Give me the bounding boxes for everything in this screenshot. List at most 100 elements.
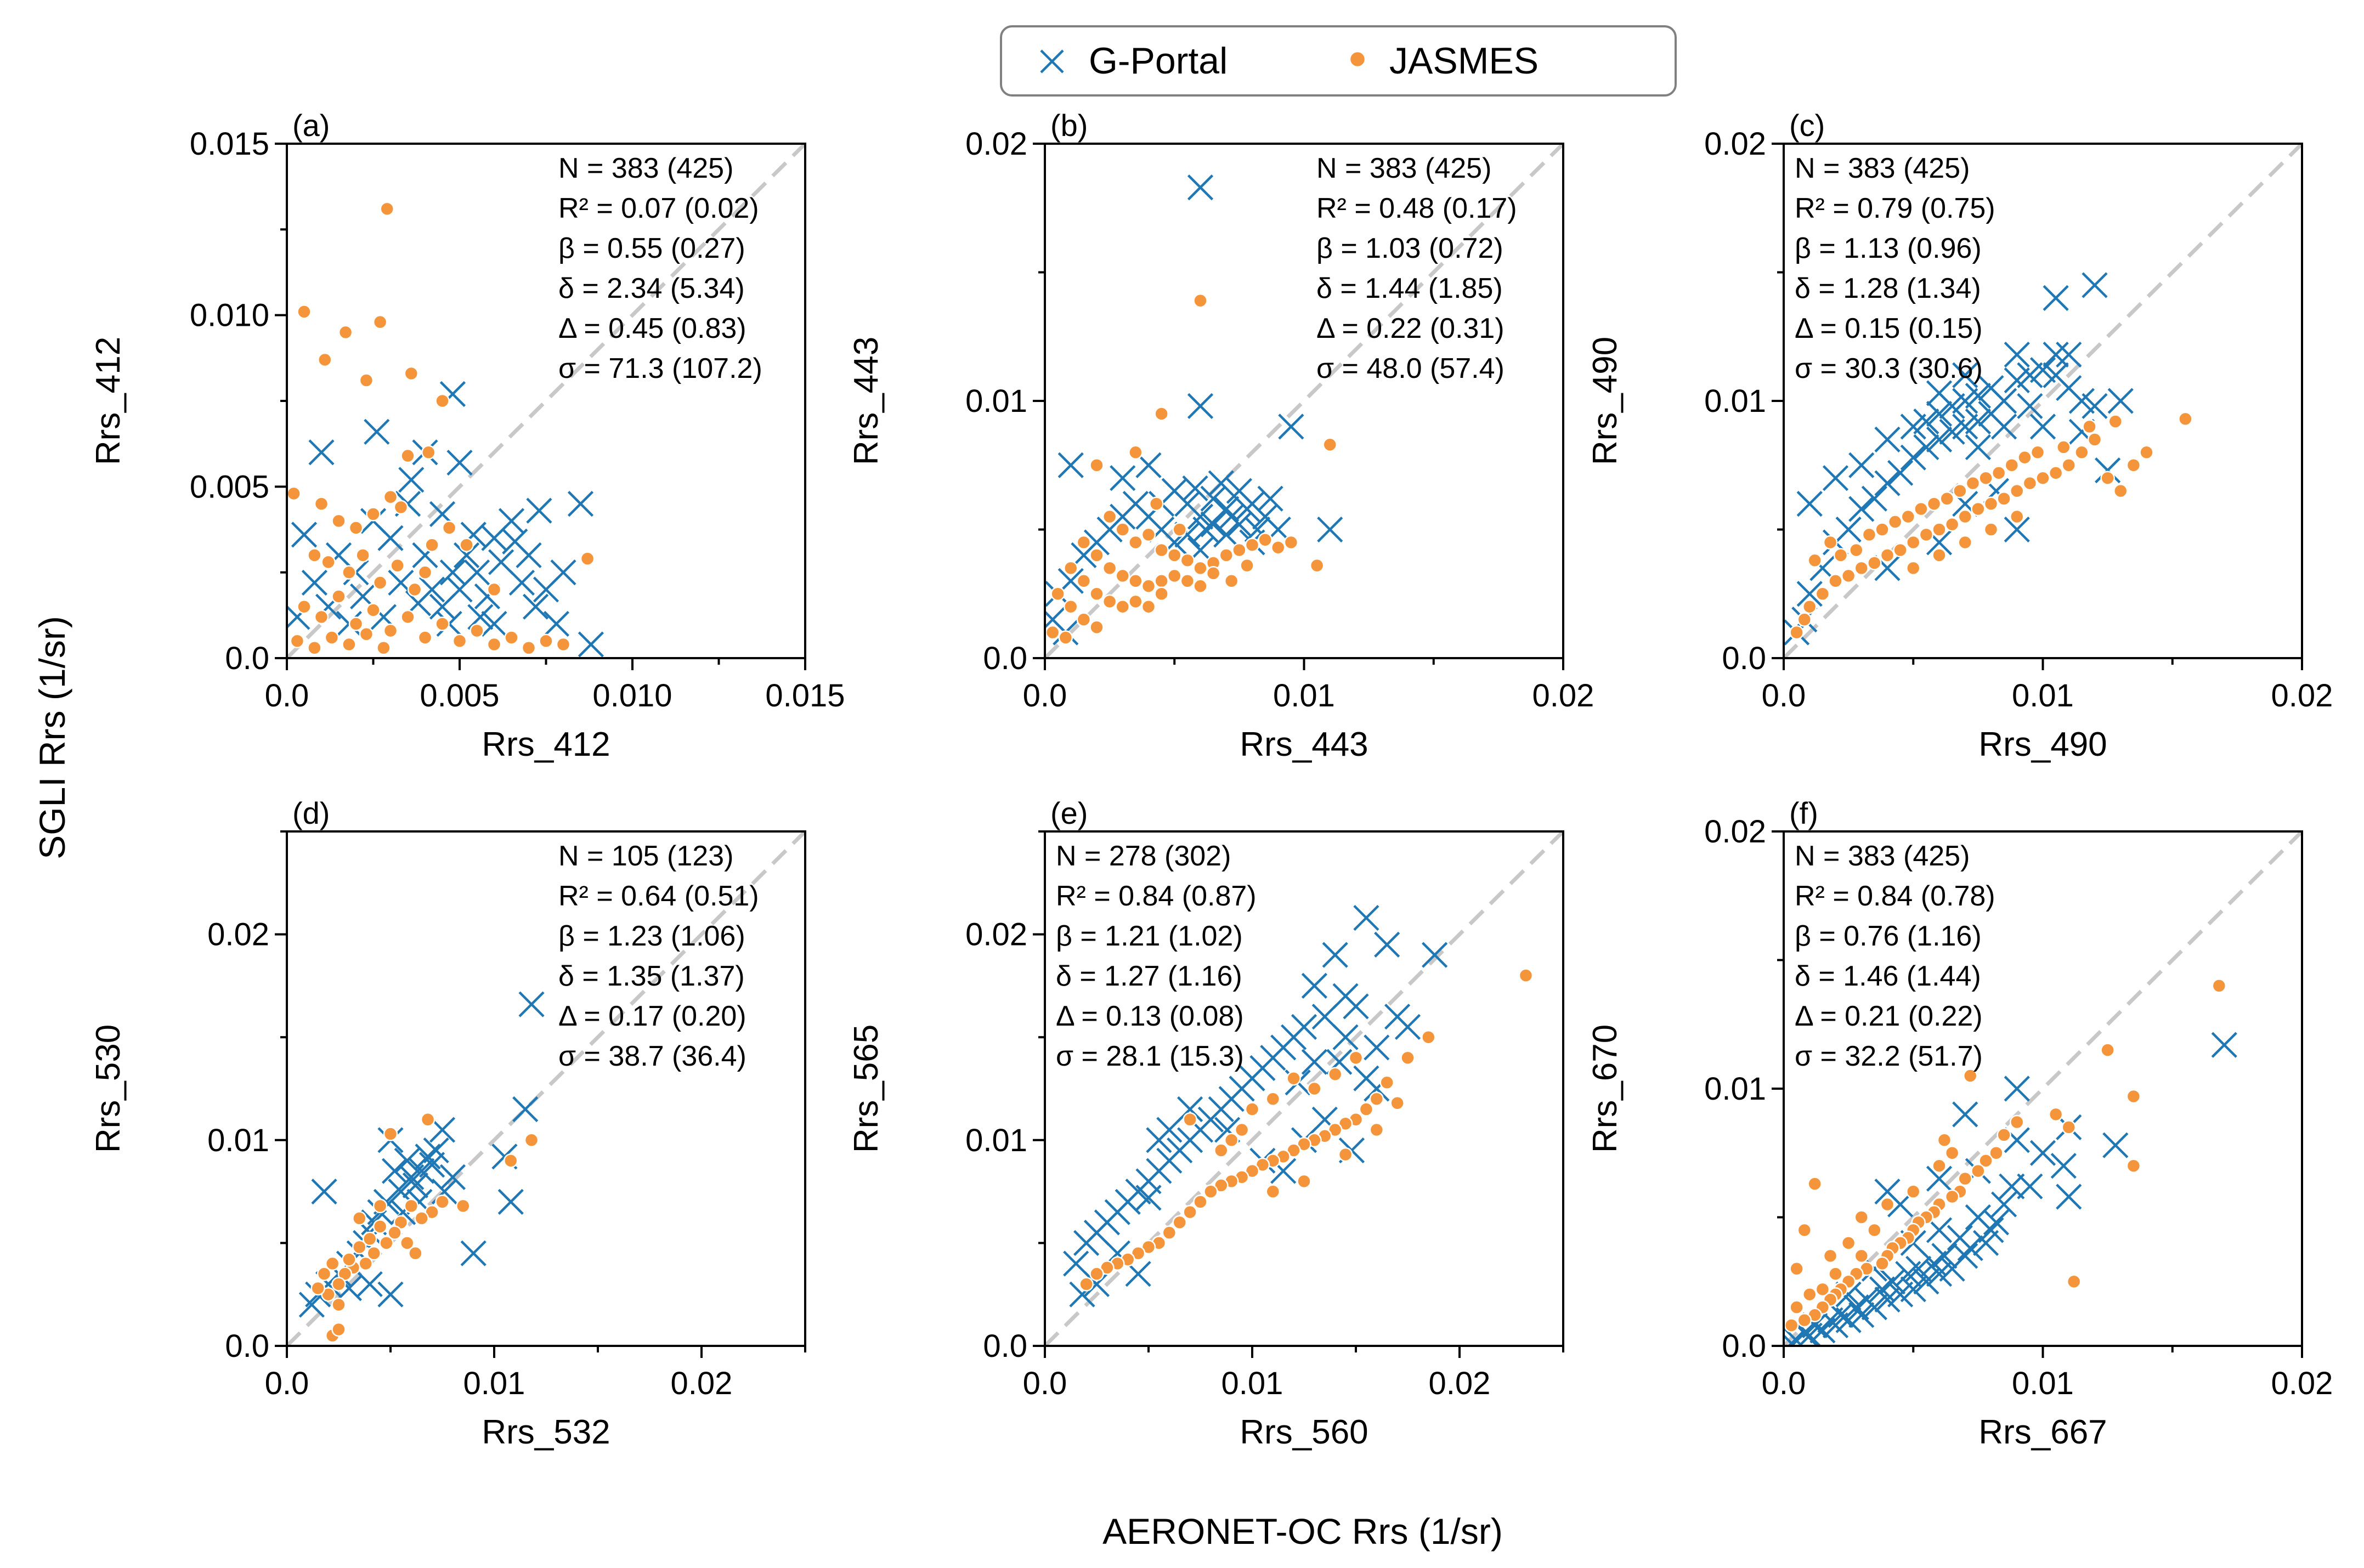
g-portal-point-stroke xyxy=(1895,1261,1921,1287)
jasmes-point xyxy=(2082,419,2097,434)
g-portal-point-stroke xyxy=(1252,503,1279,530)
jasmes-point xyxy=(1154,586,1169,601)
g-portal-point-stroke xyxy=(1965,434,1991,461)
g-portal-point-stroke xyxy=(518,991,545,1017)
g-portal-point xyxy=(502,528,528,554)
panel-label: (e) xyxy=(1050,796,1088,830)
x-axis-label: Rrs_667 xyxy=(1978,1413,2107,1451)
jasmes-point xyxy=(1369,1122,1384,1137)
stat-line: δ = 1.35 (1.37) xyxy=(558,960,745,992)
jasmes-point xyxy=(399,1236,415,1250)
g-portal-point xyxy=(2017,393,2043,419)
jasmes-point xyxy=(359,373,374,388)
jasmes-point xyxy=(2100,471,2115,485)
jasmes-point xyxy=(1379,1075,1394,1090)
g-portal-point xyxy=(1083,1271,1110,1298)
jasmes-point xyxy=(407,582,422,597)
g-portal-point xyxy=(1200,511,1226,537)
jasmes-point xyxy=(456,1198,471,1214)
g-portal-point xyxy=(526,497,552,524)
g-portal-point xyxy=(308,439,335,466)
g-portal-point-stroke xyxy=(488,549,514,575)
jasmes-point xyxy=(1265,1091,1281,1107)
g-portal-point xyxy=(2029,414,2056,440)
g-portal-point xyxy=(1784,1328,1810,1346)
axes-frame xyxy=(286,830,806,1347)
jasmes-point xyxy=(1089,458,1104,473)
g-portal-point xyxy=(1874,426,1901,452)
g-portal-point-stroke xyxy=(1213,522,1240,548)
g-portal-point-stroke xyxy=(291,522,318,548)
g-portal-point-stroke xyxy=(1796,581,1823,607)
g-portal-point xyxy=(381,1158,408,1184)
jasmes-point xyxy=(1180,574,1195,588)
g-portal-point xyxy=(1952,414,1978,440)
g-portal-point xyxy=(1213,522,1240,548)
stat-line: N = 383 (425) xyxy=(1795,152,1970,184)
panel-label: (a) xyxy=(292,108,330,143)
g-portal-point-stroke xyxy=(1244,516,1271,543)
panel-e: 0.0 0.01 0.02 0.0 0.01 0.02 Rrs_560 Rrs_565 (e) N… xyxy=(847,796,1564,1451)
jasmes-point xyxy=(1076,574,1091,588)
g-portal-point xyxy=(481,610,507,637)
jasmes-point xyxy=(414,1211,429,1226)
g-portal-point-stroke xyxy=(1926,1165,1953,1192)
g-portal-point xyxy=(1422,942,1448,968)
jasmes-point xyxy=(348,520,364,535)
jasmes-point xyxy=(1089,1266,1104,1281)
g-portal-point-stroke xyxy=(1257,485,1283,512)
jasmes-point xyxy=(1240,558,1254,573)
jasmes-point xyxy=(1128,535,1143,550)
g-portal-point-stroke xyxy=(508,569,535,596)
stat-line: σ = 32.2 (51.7) xyxy=(1795,1040,1983,1072)
g-portal-point xyxy=(1332,1024,1359,1050)
jasmes-point xyxy=(2087,432,2102,447)
g-portal-point xyxy=(1926,1165,1953,1192)
jasmes-point xyxy=(524,1133,539,1148)
g-portal-point-stroke xyxy=(357,1271,383,1298)
stat-line: N = 105 (123) xyxy=(558,840,733,872)
g-portal-point xyxy=(1913,434,1939,461)
jasmes-point xyxy=(1841,1236,1856,1250)
legend-marker-jasmes xyxy=(1349,50,1366,68)
g-portal-point-stroke xyxy=(1317,516,1343,543)
g-portal-point-stroke xyxy=(467,604,494,630)
jasmes-point xyxy=(1932,1158,1947,1173)
g-portal-point-stroke xyxy=(1952,491,1978,517)
one-to-one-line xyxy=(1784,831,2302,1346)
jasmes-point xyxy=(1854,561,1869,576)
jasmes-point xyxy=(1180,553,1195,568)
panel-label: (c) xyxy=(1789,108,1825,143)
g-portal-point xyxy=(377,1281,404,1307)
g-portal-point-stroke xyxy=(2102,1132,2129,1158)
g-portal-point-stroke xyxy=(1879,1269,1906,1295)
jasmes-point xyxy=(1245,537,1260,552)
g-portal-point xyxy=(567,491,594,517)
jasmes-point xyxy=(1789,1261,1804,1276)
g-portal-point-stroke xyxy=(1926,400,1953,427)
jasmes-point xyxy=(1823,535,1838,550)
g-portal-point xyxy=(1853,1286,1880,1313)
g-portal-point-stroke xyxy=(1874,470,1901,496)
g-portal-point-stroke xyxy=(491,1144,518,1170)
g-portal-point xyxy=(2029,1140,2056,1166)
g-portal-point-stroke xyxy=(2068,388,2095,414)
g-portal-point-stroke xyxy=(1422,942,1448,968)
g-portal-point-stroke xyxy=(2082,393,2108,419)
jasmes-point xyxy=(1862,527,1877,542)
g-portal-point-stroke xyxy=(377,525,404,551)
g-portal-point-stroke xyxy=(1874,1179,1901,1205)
g-portal-point-stroke xyxy=(1214,1117,1241,1143)
g-portal-point-stroke xyxy=(578,631,604,658)
jasmes-point xyxy=(2017,450,2032,465)
jasmes-point xyxy=(307,548,322,563)
x-tick-label: 0.0 xyxy=(1762,1366,1806,1401)
g-portal-point xyxy=(415,1144,441,1170)
jasmes-point xyxy=(1815,1282,1830,1297)
jasmes-point xyxy=(1997,491,2011,506)
jasmes-point xyxy=(1115,599,1130,614)
y-axis-label: Rrs_670 xyxy=(1586,1024,1624,1153)
stat-line: β = 0.55 (0.27) xyxy=(558,233,745,264)
jasmes-point xyxy=(1965,476,1981,491)
jasmes-point xyxy=(1963,1068,1978,1083)
